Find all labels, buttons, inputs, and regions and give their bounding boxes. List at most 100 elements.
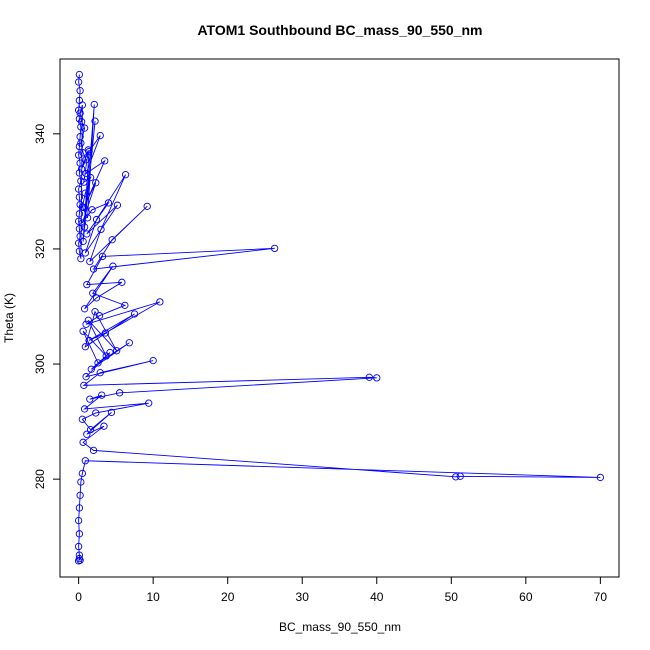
data-point xyxy=(98,252,107,261)
data-point xyxy=(118,278,126,286)
data-point xyxy=(115,389,124,397)
data-point xyxy=(92,179,100,187)
data-point xyxy=(74,217,83,225)
data-point xyxy=(97,225,105,234)
data-point xyxy=(107,408,116,417)
data-point xyxy=(373,374,381,382)
data-point xyxy=(77,478,85,486)
data-point xyxy=(596,473,605,482)
data-point xyxy=(83,214,92,222)
data-point xyxy=(82,156,90,164)
data-point xyxy=(77,255,85,263)
data-point xyxy=(156,298,164,306)
data-point xyxy=(76,109,84,117)
x-axis-label: BC_mass_90_550_nm xyxy=(279,620,401,634)
data-point xyxy=(88,206,96,214)
data-point xyxy=(86,426,95,434)
data-point xyxy=(91,308,99,316)
data-point xyxy=(80,124,89,132)
data-point xyxy=(79,327,87,335)
data-point xyxy=(83,280,91,289)
data-point xyxy=(112,347,121,355)
x-tick-label: 40 xyxy=(370,590,384,604)
data-point xyxy=(80,223,89,231)
data-point xyxy=(100,422,108,430)
data-point xyxy=(76,87,84,95)
x-tick-label: 10 xyxy=(146,590,160,604)
data-point xyxy=(75,70,84,79)
data-point xyxy=(74,151,83,159)
data-point xyxy=(82,169,90,178)
data-series xyxy=(74,70,605,565)
data-point xyxy=(94,359,102,367)
x-tick-label: 70 xyxy=(594,590,608,604)
data-point xyxy=(121,301,129,309)
data-point xyxy=(84,316,92,324)
data-point xyxy=(74,239,83,247)
data-point xyxy=(82,373,90,381)
data-point xyxy=(80,305,89,313)
data-point xyxy=(80,405,89,413)
data-point xyxy=(86,173,95,182)
data-point xyxy=(85,336,93,345)
data-point xyxy=(86,257,94,266)
data-point xyxy=(86,395,94,403)
data-point xyxy=(77,123,85,131)
data-point xyxy=(81,249,89,257)
data-point xyxy=(101,157,109,165)
data-point xyxy=(89,265,98,273)
data-point xyxy=(80,381,88,389)
data-point xyxy=(74,557,83,565)
data-point xyxy=(452,473,460,481)
data-point xyxy=(75,193,84,201)
data-point xyxy=(89,289,97,297)
data-point xyxy=(85,148,93,156)
data-point xyxy=(109,262,117,270)
data-point xyxy=(92,409,100,417)
data-point xyxy=(81,189,89,197)
data-point xyxy=(74,78,83,86)
x-tick-label: 50 xyxy=(445,590,459,604)
x-axis: 0 10 20 30 40 50 60 70 xyxy=(75,576,608,604)
data-point xyxy=(121,171,130,179)
data-point xyxy=(83,230,91,238)
data-point xyxy=(75,530,84,538)
y-axis-label: Theta (K) xyxy=(2,293,16,343)
data-point xyxy=(74,185,83,193)
data-point xyxy=(75,225,84,233)
x-tick-label: 0 xyxy=(75,590,82,604)
data-point xyxy=(96,131,104,140)
data-point xyxy=(79,237,87,246)
y-tick-label: 280 xyxy=(33,469,47,489)
data-point xyxy=(80,178,88,186)
data-point xyxy=(91,117,99,125)
data-point xyxy=(74,542,83,551)
data-point xyxy=(80,203,88,212)
data-point xyxy=(75,504,84,512)
data-point xyxy=(96,369,104,377)
data-point xyxy=(113,201,122,209)
data-point xyxy=(130,310,139,318)
y-axis: 280 300 320 340 xyxy=(33,123,61,489)
data-point xyxy=(90,100,98,109)
data-point xyxy=(77,118,86,126)
data-point xyxy=(81,457,89,465)
data-point xyxy=(75,551,84,559)
data-point xyxy=(95,312,104,320)
data-point xyxy=(82,320,90,328)
y-tick-label: 300 xyxy=(33,354,47,374)
data-point xyxy=(365,373,373,381)
data-point xyxy=(92,215,101,224)
data-point xyxy=(79,438,87,446)
y-tick-label: 320 xyxy=(33,239,47,259)
y-tick-label: 340 xyxy=(33,123,47,143)
data-point xyxy=(78,219,87,227)
data-point xyxy=(143,202,151,210)
data-point xyxy=(149,356,157,365)
data-point xyxy=(75,142,84,151)
data-point xyxy=(77,139,85,147)
data-point xyxy=(89,446,98,455)
data-point xyxy=(106,348,114,357)
